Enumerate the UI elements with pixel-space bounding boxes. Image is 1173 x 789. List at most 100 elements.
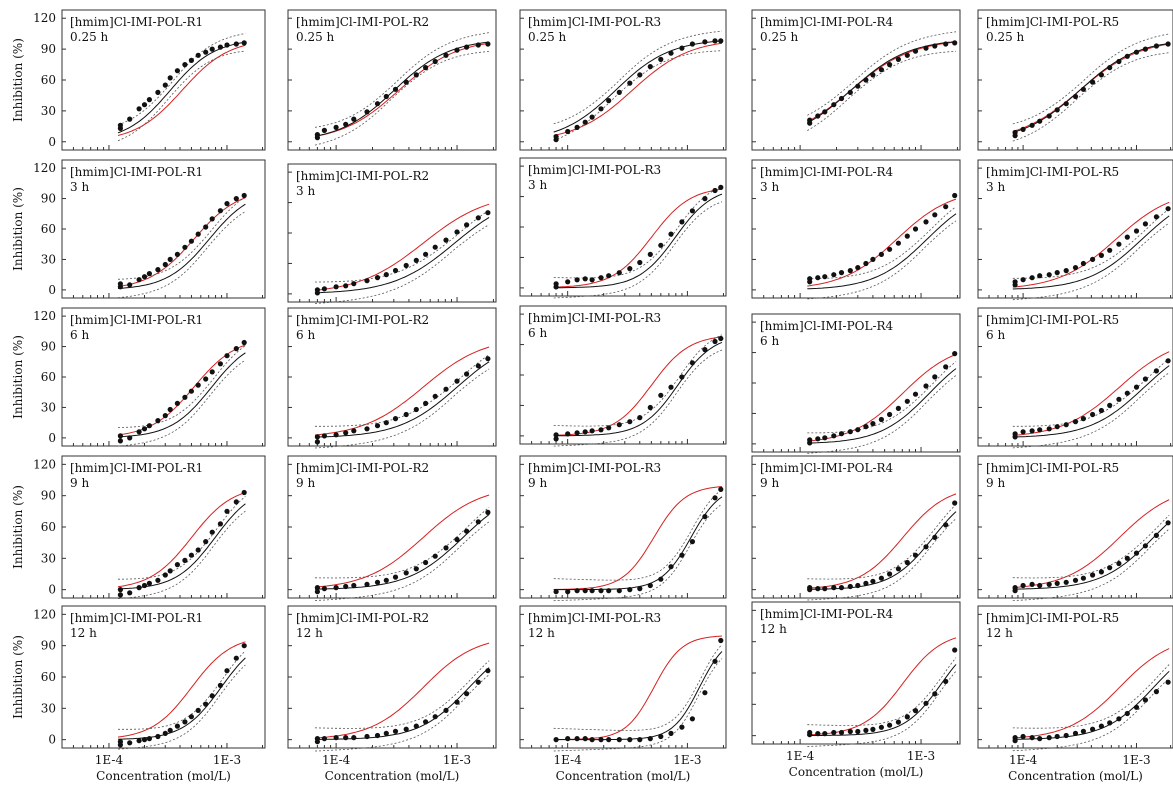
data-point [647, 736, 653, 742]
data-point [174, 68, 180, 74]
data-point [1124, 234, 1130, 240]
panel-frame [519, 157, 727, 297]
data-point [141, 737, 148, 743]
data-point [1020, 126, 1026, 132]
data-point [878, 67, 885, 73]
data-point [209, 216, 215, 222]
data-point [217, 208, 223, 214]
data-point [1029, 735, 1035, 741]
data-point [1020, 429, 1026, 435]
data-point [943, 41, 949, 47]
data-point [574, 124, 580, 130]
y-tick-label: 90 [41, 340, 56, 354]
data-point [443, 386, 449, 392]
data-point [658, 242, 664, 248]
data-point [878, 724, 885, 730]
data-point [1072, 730, 1079, 737]
data-point [475, 679, 481, 685]
lower-confidence-band [314, 521, 490, 601]
data-point [565, 128, 571, 135]
chart-panel: 0 30 60 90 120 Inhibition (%) [hmim]Cl-IMI-POL… [11, 159, 266, 299]
data-point [1063, 422, 1069, 428]
data-point [423, 719, 429, 725]
data-point [454, 378, 460, 384]
data-point [203, 376, 209, 382]
panel-time-label: 9 h [528, 476, 547, 490]
chart-panel: [hmim]Cl-IMI-POL-R59 h [977, 455, 1173, 601]
data-point [1098, 252, 1104, 258]
reference-curve [314, 642, 490, 739]
panel-time-label: 6 h [528, 326, 547, 340]
panel-frame [751, 455, 961, 599]
data-point [392, 728, 399, 734]
lower-confidence-band [807, 220, 957, 300]
data-point [432, 553, 438, 559]
upper-confidence-band [118, 345, 246, 428]
data-point [878, 575, 885, 581]
panel-title: [hmim]Cl-IMI-POL-R4 [760, 15, 894, 29]
data-point [1072, 93, 1079, 100]
data-point [1098, 407, 1104, 414]
data-point [217, 682, 223, 689]
data-point [155, 733, 161, 740]
panel-title: [hmim]Cl-IMI-POL-R4 [760, 461, 894, 475]
data-point [146, 97, 152, 103]
data-point [932, 43, 938, 49]
x-tick-label: 1E-4 [95, 753, 124, 767]
data-point [241, 489, 247, 496]
data-point [1029, 122, 1035, 128]
data-point [343, 430, 349, 436]
fit-curve [553, 651, 723, 741]
data-point [904, 233, 910, 239]
lower-confidence-band [1012, 528, 1170, 601]
data-point [718, 335, 724, 342]
data-point [374, 579, 381, 585]
data-point [1165, 679, 1171, 685]
y-tick-label: 0 [48, 583, 56, 597]
lower-confidence-band [117, 664, 246, 750]
data-point [1090, 79, 1096, 85]
data-point [582, 736, 588, 742]
data-point [1133, 704, 1140, 710]
data-point [464, 222, 470, 228]
lower-confidence-band [314, 674, 490, 752]
chart-panel: [hmim]Cl-IMI-POL-R39 h [519, 455, 727, 602]
data-point [1020, 733, 1026, 740]
data-point [952, 351, 958, 357]
chart-panel: [hmim]Cl-IMI-POL-R23 h [287, 163, 497, 304]
data-point [912, 708, 919, 714]
lower-confidence-band [117, 50, 246, 142]
upper-confidence-band [553, 644, 723, 731]
data-point [454, 229, 460, 235]
y-axis-label: Inhibition (%) [11, 335, 25, 419]
data-point [1153, 214, 1159, 220]
data-point [582, 119, 588, 125]
data-point [167, 568, 173, 574]
data-point [887, 246, 893, 252]
data-point [1090, 726, 1096, 732]
chart-panel: 0 30 60 90 120 Inhibition (%) [hmim]Cl-IMI-POL… [11, 455, 266, 599]
data-point [1037, 273, 1043, 279]
data-point [1072, 265, 1079, 271]
data-point [464, 528, 470, 534]
fit-curve [117, 352, 246, 438]
data-point [1037, 118, 1043, 124]
data-point [413, 406, 419, 413]
data-point [188, 388, 194, 394]
upper-confidence-band [315, 209, 490, 283]
data-point [712, 187, 718, 194]
data-point [565, 589, 571, 595]
upper-confidence-band [314, 660, 490, 729]
data-point [241, 643, 247, 649]
data-point [374, 275, 381, 281]
data-point [565, 431, 571, 437]
panel-time-label: 0.25 h [986, 30, 1025, 44]
y-tick-label: 120 [33, 11, 56, 25]
data-point [616, 89, 622, 95]
data-point [351, 116, 357, 122]
data-point [831, 272, 837, 278]
panel-title: [hmim]Cl-IMI-POL-R2 [296, 169, 429, 183]
fit-curve [553, 496, 723, 591]
panel-time-label: 12 h [760, 622, 787, 636]
data-point [117, 587, 123, 593]
